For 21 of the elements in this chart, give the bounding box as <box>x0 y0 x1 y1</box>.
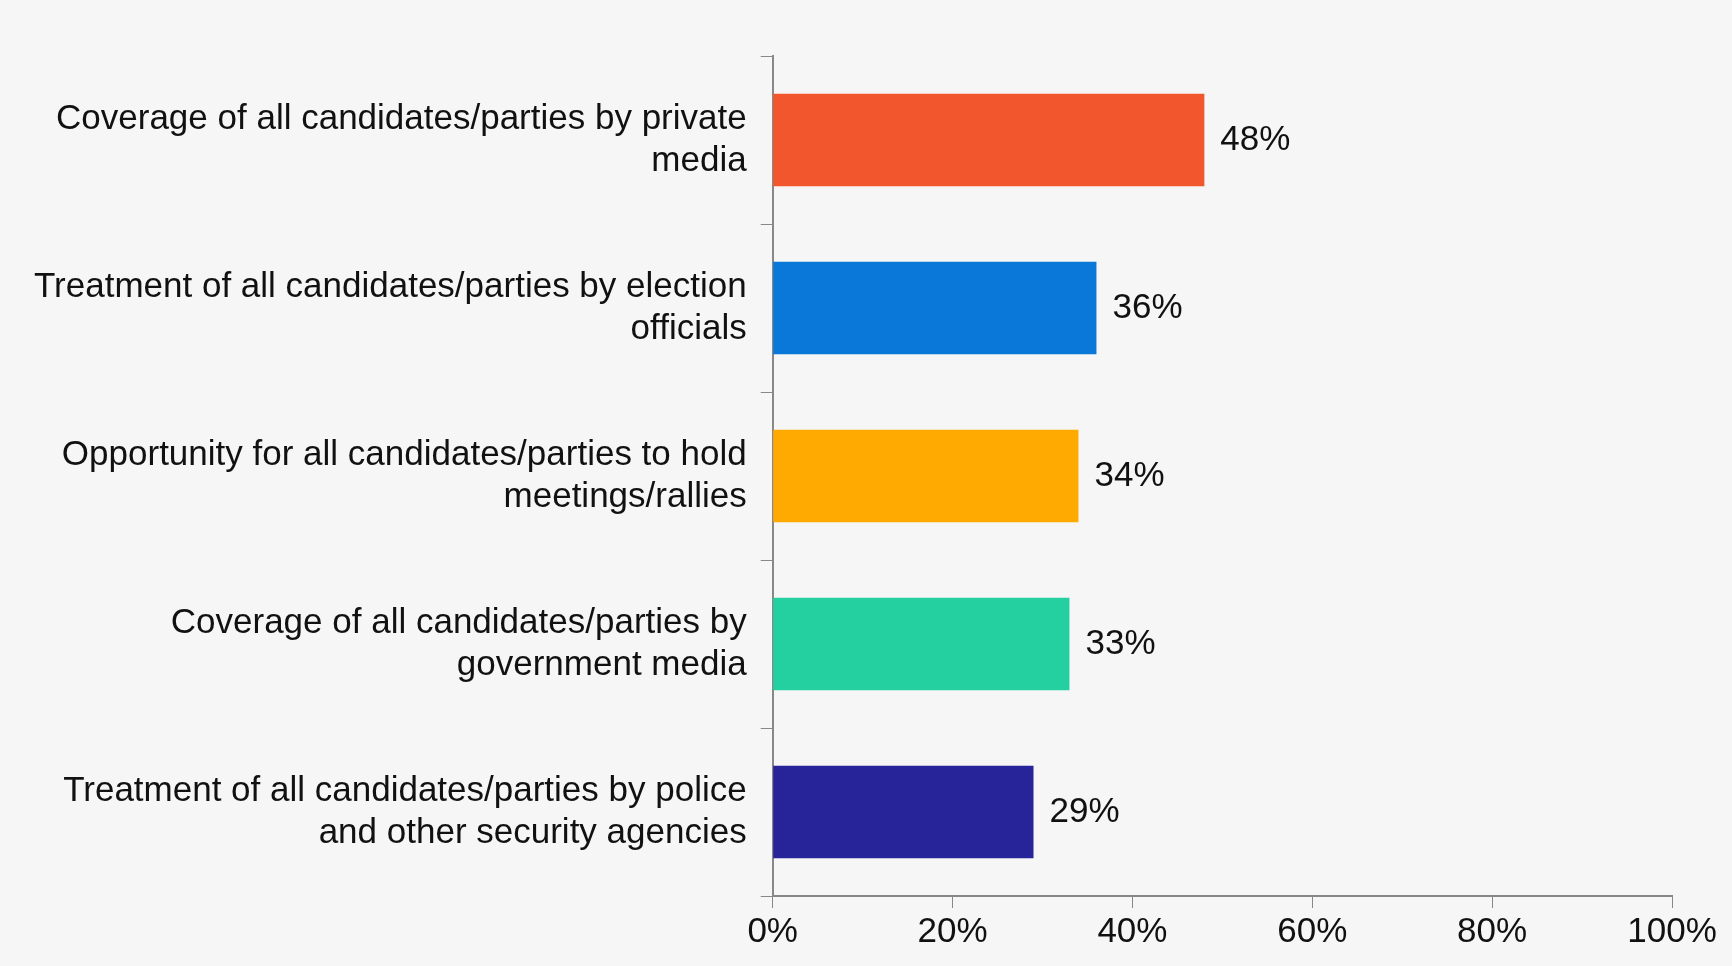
data-label: 34% <box>1094 453 1165 493</box>
y-tick-label: Opportunity for all candidates/parties to hold meetings/rallies <box>61 432 747 514</box>
bar <box>773 429 1079 523</box>
bar <box>773 261 1097 355</box>
y-tick-label: Coverage of all candidates/parties by private media <box>56 96 748 178</box>
x-tick-label: 20% <box>917 909 988 949</box>
data-label: 48% <box>1220 117 1291 157</box>
bar <box>773 93 1205 187</box>
data-label: 33% <box>1085 621 1156 661</box>
y-tick-label: Coverage of all candidates/parties by government media <box>170 600 748 682</box>
y-tick-label: Treatment of all candidates/parties by election officials <box>33 264 747 346</box>
bar <box>773 765 1034 859</box>
x-tick-label: 100% <box>1627 909 1717 949</box>
x-tick-label: 60% <box>1277 909 1348 949</box>
x-tick-label: 40% <box>1097 909 1168 949</box>
data-label: 29% <box>1049 789 1120 829</box>
data-label: 36% <box>1112 285 1183 325</box>
y-tick-label: Treatment of all candidates/parties by police and other security agencies <box>63 768 747 850</box>
x-tick-label: 80% <box>1457 909 1528 949</box>
bar <box>773 597 1070 691</box>
x-tick-label: 0% <box>747 909 798 949</box>
